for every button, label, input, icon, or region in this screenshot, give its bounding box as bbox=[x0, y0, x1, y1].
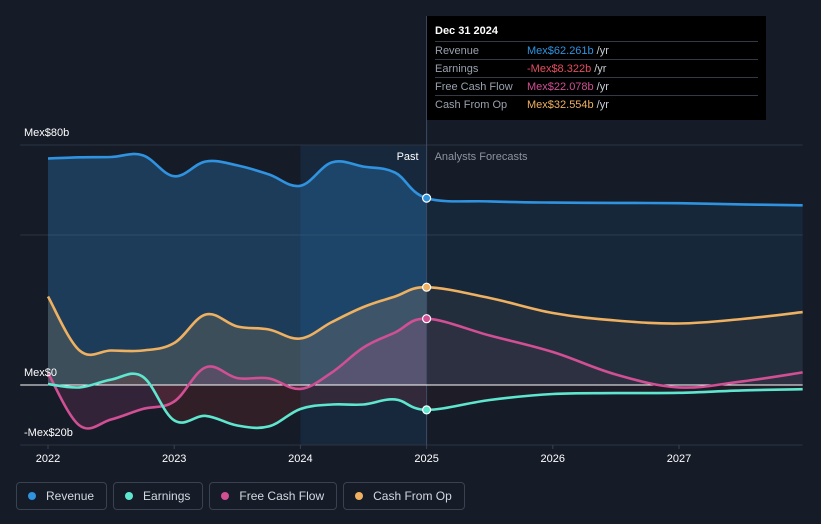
line-earnings bbox=[47, 372, 803, 430]
series-lines bbox=[46, 152, 803, 430]
tooltip-row-earnings: Earnings -Mex$8.322b /yr bbox=[435, 59, 758, 77]
tooltip-row-revenue: Revenue Mex$62.261b /yr bbox=[435, 41, 758, 59]
line-cash-from-op bbox=[46, 285, 803, 357]
analysts-forecasts-label: Analysts Forecasts bbox=[435, 151, 528, 163]
area-cash-from-op-past bbox=[48, 287, 427, 385]
tooltip-label: Earnings bbox=[435, 62, 479, 75]
legend-item-free-cash-flow[interactable]: Free Cash Flow bbox=[209, 482, 338, 510]
grid-layer bbox=[20, 144, 803, 446]
legend-item-revenue[interactable]: Revenue bbox=[16, 482, 108, 510]
x-tick-label: 2027 bbox=[667, 453, 691, 465]
legend-dot-icon bbox=[221, 492, 230, 500]
legend-item-cash-from-op[interactable]: Cash From Op bbox=[343, 482, 465, 510]
tooltip-value: Mex$22.078b bbox=[527, 80, 594, 93]
legend-dot-icon bbox=[125, 492, 134, 500]
area-free-cash-flow-past bbox=[48, 318, 427, 429]
x-tick-label: 2024 bbox=[288, 453, 312, 465]
area-revenue-forecast bbox=[427, 198, 803, 385]
x-tick-label: 2025 bbox=[414, 453, 438, 465]
tooltip-row-cash-from-op: Cash From Op Mex$32.554b /yr bbox=[435, 95, 758, 113]
tooltip-date: Dec 31 2024 bbox=[435, 25, 498, 37]
legend-label: Free Cash Flow bbox=[239, 489, 325, 503]
line-revenue bbox=[47, 152, 803, 207]
y-axis-labels: Mex$80b Mex$0 -Mex$20b bbox=[24, 127, 73, 439]
point-cash-from-op bbox=[422, 282, 432, 292]
area-earnings-past bbox=[48, 373, 427, 428]
tooltip-label: Free Cash Flow bbox=[435, 80, 513, 93]
tooltip-unit: /yr bbox=[594, 62, 607, 75]
x-axis-labels: 2022 2023 2024 2025 2026 2027 bbox=[36, 445, 691, 465]
point-revenue bbox=[422, 193, 432, 203]
legend-dot-icon bbox=[28, 492, 36, 500]
line-free-cash-flow bbox=[46, 317, 803, 430]
legend-label: Earnings bbox=[143, 489, 191, 503]
y-tick-label: -Mex$20b bbox=[24, 427, 73, 439]
highlight-points bbox=[422, 193, 432, 415]
tooltip-unit: /yr bbox=[596, 80, 609, 93]
tooltip-unit: /yr bbox=[596, 98, 609, 111]
tooltip-value: Mex$32.554b bbox=[527, 98, 594, 111]
point-earnings bbox=[422, 405, 432, 415]
x-tick-label: 2023 bbox=[162, 453, 186, 465]
tooltip-label: Revenue bbox=[435, 44, 480, 57]
legend-label: Revenue bbox=[46, 489, 95, 503]
legend-item-earnings[interactable]: Earnings bbox=[113, 482, 204, 510]
highlight-band bbox=[300, 145, 427, 445]
point-free-cash-flow bbox=[422, 314, 432, 324]
x-tick-label: 2022 bbox=[36, 453, 60, 465]
x-tick-label: 2026 bbox=[541, 453, 565, 465]
y-tick-label: Mex$80b bbox=[24, 127, 69, 139]
legend-dot-icon bbox=[355, 492, 364, 500]
tooltip-row-free-cash-flow: Free Cash Flow Mex$22.078b /yr bbox=[435, 77, 758, 95]
tooltip: Dec 31 2024 Revenue Mex$62.261b /yr Earn… bbox=[427, 16, 766, 120]
legend-label: Cash From Op bbox=[373, 489, 452, 503]
area-cash-from-op-forecast bbox=[427, 287, 803, 385]
tooltip-label: Cash From Op bbox=[435, 98, 508, 111]
y-tick-label: Mex$0 bbox=[24, 367, 57, 379]
tooltip-value: -Mex$8.322b bbox=[527, 62, 592, 75]
area-free-cash-flow-forecast bbox=[427, 318, 803, 388]
legend: Revenue Earnings Free Cash Flow Cash Fro… bbox=[16, 482, 465, 510]
tooltip-unit: /yr bbox=[596, 44, 609, 57]
past-label: Past bbox=[397, 151, 419, 163]
tooltip-value: Mex$62.261b bbox=[527, 44, 594, 57]
area-revenue-past bbox=[48, 153, 427, 385]
